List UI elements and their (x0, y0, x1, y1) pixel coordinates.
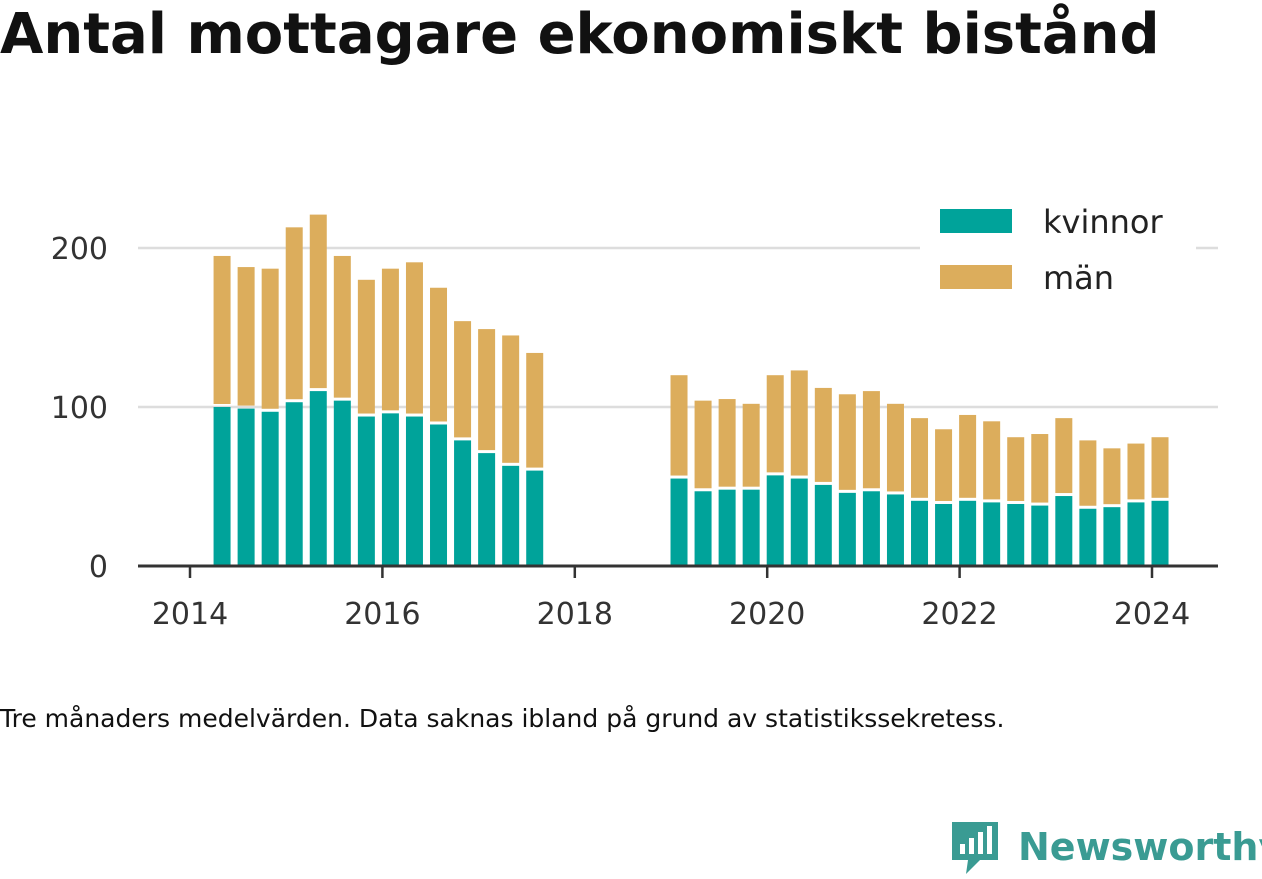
newsworthy-logo: Newsworthy (950, 818, 1262, 876)
y-axis-ticks: 0 100 200 (51, 232, 108, 585)
bar-man-2017-08 (526, 352, 544, 468)
bar-kvinnor-2014-05 (213, 407, 231, 566)
bar-man-2023-11 (1127, 443, 1145, 500)
y-tick-label-200: 200 (51, 232, 108, 267)
bar-man-2015-05 (309, 214, 327, 389)
bar-kvinnor-2015-08 (333, 400, 351, 566)
bar-kvinnor-2023-02 (1055, 496, 1073, 566)
bar-kvinnor-2023-05 (1079, 508, 1097, 566)
legend-label-kvinnor: kvinnor (1043, 203, 1164, 241)
bar-kvinnor-2021-11 (935, 503, 953, 566)
bar-man-2020-02 (766, 375, 784, 473)
bar-man-2021-05 (886, 403, 904, 492)
bar-kvinnor-2017-05 (502, 465, 520, 566)
bar-man-2015-11 (357, 279, 375, 414)
x-tick-label-2022: 2022 (921, 597, 997, 632)
bar-kvinnor-2022-08 (1007, 503, 1025, 566)
bar-kvinnor-2015-05 (309, 391, 327, 566)
bar-man-2016-05 (405, 262, 423, 414)
x-tick-label-2024: 2024 (1114, 597, 1190, 632)
bar-kvinnor-2017-08 (526, 470, 544, 566)
bar-kvinnor-2022-11 (1031, 505, 1049, 566)
bar-kvinnor-2023-08 (1103, 507, 1121, 566)
bars (213, 214, 1169, 566)
bar-man-2022-05 (983, 421, 1001, 500)
newsworthy-logo-icon (952, 822, 998, 874)
x-tick-label-2014: 2014 (152, 597, 228, 632)
bar-kvinnor-2014-11 (261, 411, 279, 566)
y-tick-label-0: 0 (89, 550, 108, 585)
bar-kvinnor-2020-02 (766, 475, 784, 566)
bar-man-2024-02 (1151, 437, 1169, 498)
bar-kvinnor-2022-05 (983, 502, 1001, 566)
bar-man-2019-08 (718, 399, 736, 487)
bar-kvinnor-2019-05 (694, 491, 712, 566)
bar-man-2021-08 (911, 418, 929, 498)
bar-man-2016-11 (454, 321, 472, 438)
bar-kvinnor-2020-08 (814, 484, 832, 566)
y-tick-label-100: 100 (51, 391, 108, 426)
bar-man-2023-05 (1079, 440, 1097, 506)
bar-man-2019-11 (742, 403, 760, 487)
bar-man-2014-11 (261, 268, 279, 409)
legend-swatch-kvinnor (940, 209, 1012, 233)
bar-kvinnor-2017-02 (478, 453, 496, 566)
bar-man-2017-05 (502, 335, 520, 463)
x-tick-label-2016: 2016 (344, 597, 420, 632)
bar-kvinnor-2019-02 (670, 478, 688, 566)
bar-man-2015-02 (285, 227, 303, 400)
bar-man-2015-08 (333, 255, 351, 398)
bar-kvinnor-2023-11 (1127, 502, 1145, 566)
bar-man-2023-02 (1055, 418, 1073, 494)
bar-kvinnor-2016-02 (381, 413, 399, 566)
bar-man-2014-08 (237, 267, 255, 406)
bar-kvinnor-2021-08 (911, 500, 929, 566)
bar-kvinnor-2015-11 (357, 416, 375, 566)
bar-kvinnor-2019-11 (742, 489, 760, 566)
bar-man-2016-02 (381, 268, 399, 411)
legend: kvinnor män (920, 190, 1196, 308)
bar-man-2022-11 (1031, 434, 1049, 503)
legend-label-man: män (1043, 259, 1114, 297)
bar-kvinnor-2021-02 (862, 491, 880, 566)
x-tick-label-2020: 2020 (729, 597, 805, 632)
bar-man-2022-02 (959, 414, 977, 498)
legend-swatch-man (940, 265, 1012, 289)
bar-man-2020-05 (790, 370, 808, 476)
bar-man-2020-11 (838, 394, 856, 490)
bar-man-2023-08 (1103, 448, 1121, 505)
bar-man-2019-02 (670, 375, 688, 476)
footnote: Tre månaders medelvärden. Data saknas ib… (0, 704, 1005, 733)
bar-kvinnor-2016-08 (430, 424, 448, 566)
chart-title: Antal mottagare ekonomiskt bistånd (0, 2, 1160, 67)
bar-man-2021-02 (862, 391, 880, 489)
bar-kvinnor-2022-02 (959, 500, 977, 566)
bar-kvinnor-2016-11 (454, 440, 472, 566)
bar-kvinnor-2024-02 (1151, 500, 1169, 566)
brand-name: Newsworthy (1018, 825, 1262, 869)
x-tick-label-2018: 2018 (537, 597, 613, 632)
bar-kvinnor-2020-11 (838, 492, 856, 566)
bar-man-2019-05 (694, 400, 712, 489)
x-axis-ticks: 2014 2016 2018 2020 2022 2024 (152, 566, 1190, 632)
bar-man-2021-11 (935, 429, 953, 501)
bar-man-2022-08 (1007, 437, 1025, 501)
bar-man-2014-05 (213, 255, 231, 404)
bar-kvinnor-2015-02 (285, 402, 303, 566)
bar-kvinnor-2020-05 (790, 478, 808, 566)
bar-kvinnor-2019-08 (718, 489, 736, 566)
bar-kvinnor-2021-05 (886, 494, 904, 566)
bar-man-2020-08 (814, 387, 832, 482)
bar-man-2017-02 (478, 329, 496, 451)
bar-man-2016-08 (430, 287, 448, 422)
bar-kvinnor-2016-05 (405, 416, 423, 566)
bar-kvinnor-2014-08 (237, 408, 255, 566)
